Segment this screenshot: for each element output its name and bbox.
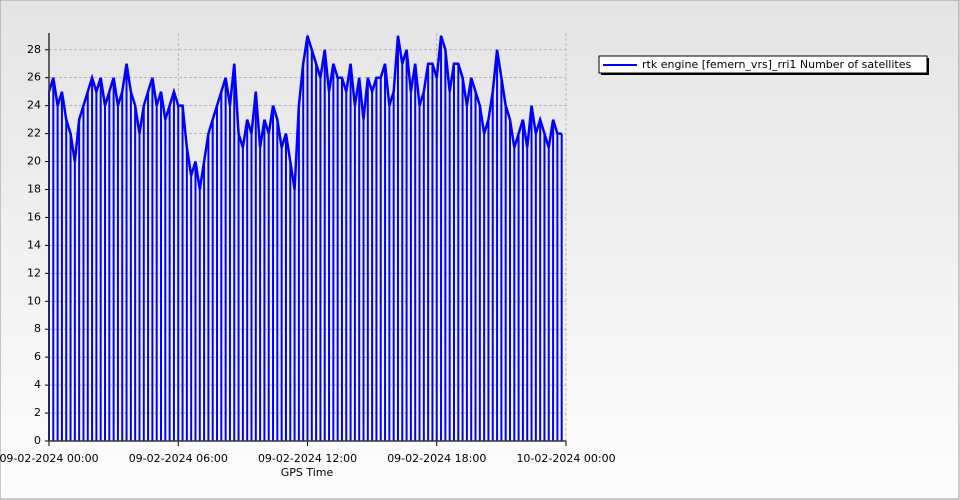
legend-label: rtk engine [femern_vrs]_rri1 Number of s… — [642, 58, 911, 71]
x-tick-label: 09-02-2024 06:00 — [129, 452, 228, 465]
y-tick-label: 10 — [27, 294, 41, 307]
x-tick-label: 09-02-2024 12:00 — [258, 452, 357, 465]
y-tick-label: 28 — [27, 43, 41, 56]
y-tick-label: 8 — [34, 322, 41, 335]
x-axis-label: GPS Time — [281, 466, 334, 479]
x-tick-label: 10-02-2024 00:00 — [516, 452, 615, 465]
y-tick-label: 26 — [27, 71, 41, 84]
y-tick-label: 16 — [27, 210, 41, 223]
y-tick-label: 12 — [27, 266, 41, 279]
y-tick-label: 2 — [34, 406, 41, 419]
y-tick-label: 20 — [27, 155, 41, 168]
series-line — [47, 35, 562, 190]
y-tick-label: 24 — [27, 99, 41, 112]
y-tick-label: 22 — [27, 127, 41, 140]
y-tick-label: 6 — [34, 350, 41, 363]
y-tick-label: 0 — [34, 434, 41, 447]
y-tick-label: 18 — [27, 182, 41, 195]
x-tick-label: 09-02-2024 00:00 — [0, 452, 99, 465]
x-tick-label: 09-02-2024 18:00 — [387, 452, 486, 465]
legend-box — [598, 55, 928, 74]
y-tick-label: 4 — [34, 378, 41, 391]
y-tick-label: 14 — [27, 238, 41, 251]
